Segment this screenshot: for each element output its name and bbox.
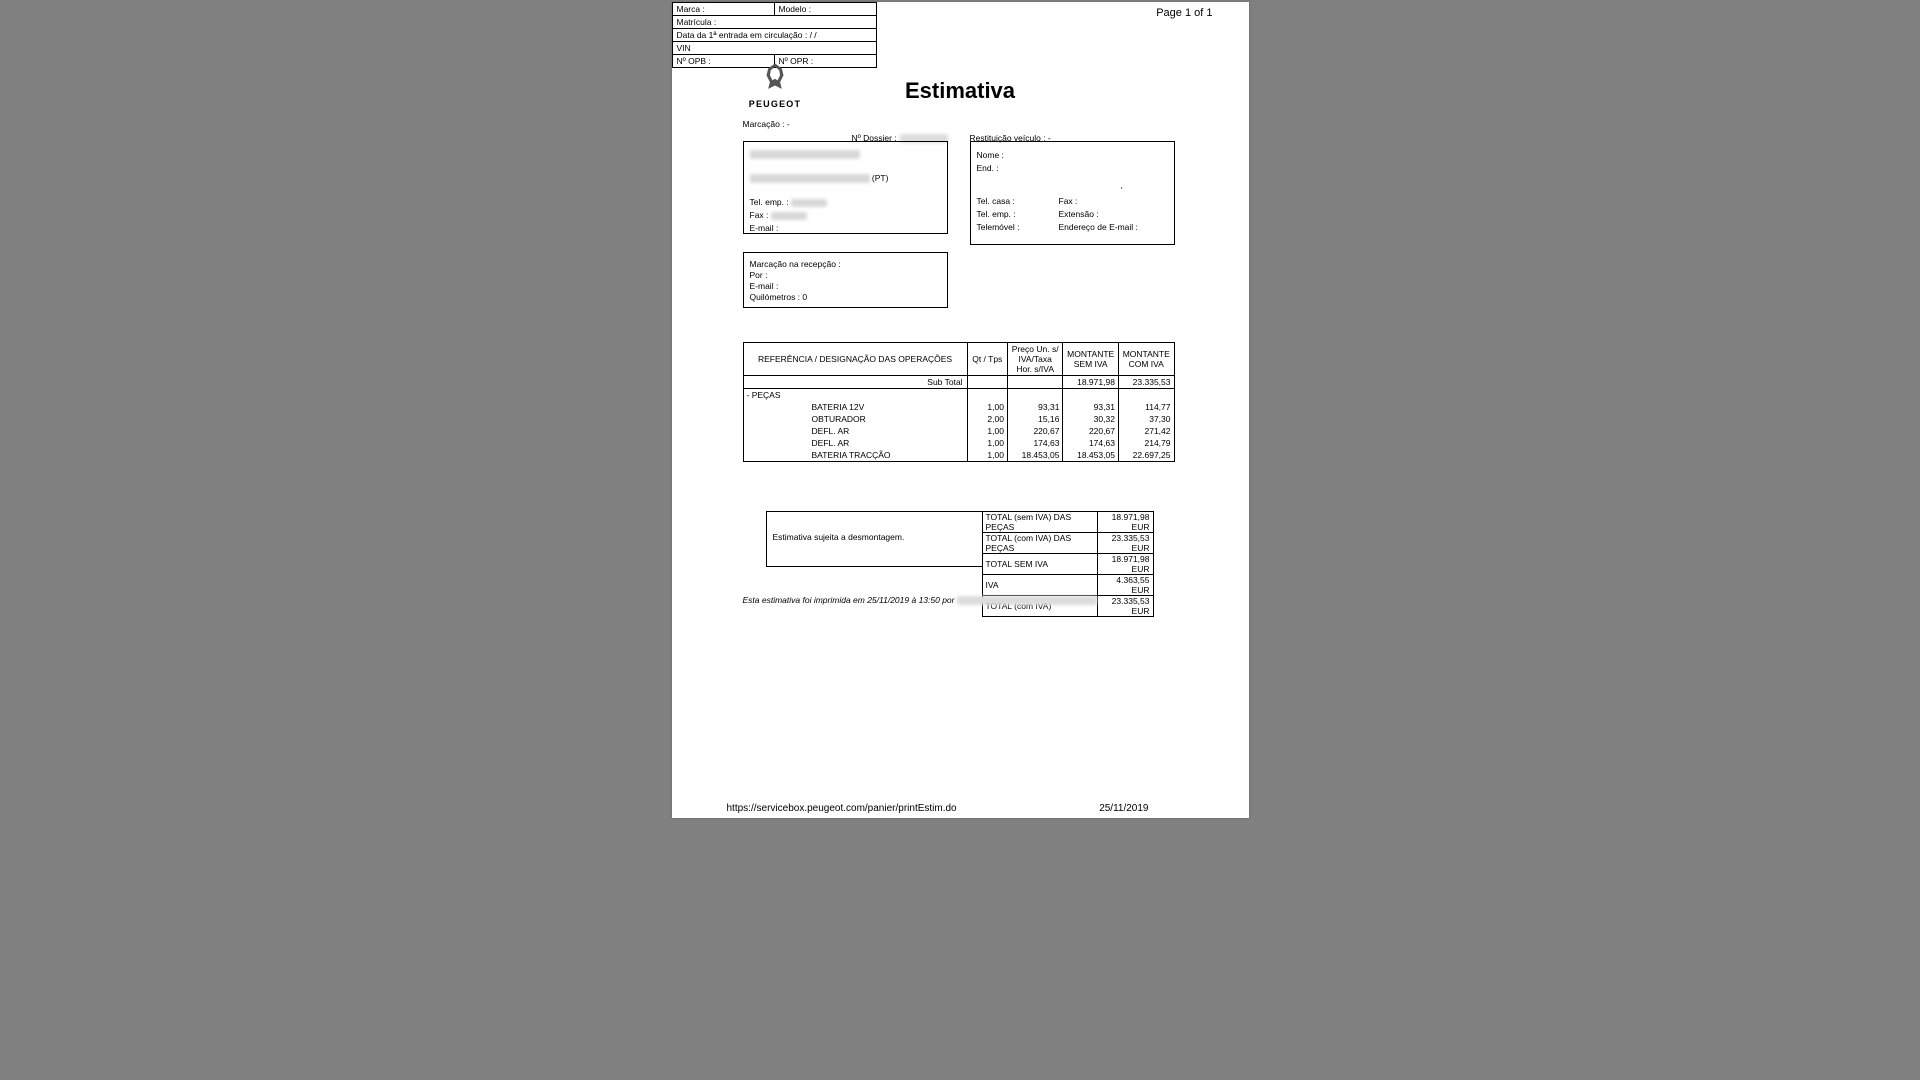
marca-label: Marca : [672,3,774,16]
item-m2: 214,79 [1118,437,1174,449]
col-qt: Qt / Tps [967,343,1007,376]
subtotal-m2: 23.335,53 [1118,376,1174,389]
page-number: Page 1 of 1 [1156,7,1212,19]
marcacao-label: Marcação : - [743,119,790,129]
matricula-label: Matrícula : [672,16,876,29]
item-m2: 37,30 [1118,413,1174,425]
tel-emp-label: Tel. emp. : [750,197,789,207]
item-m1: 30,32 [1063,413,1119,425]
vehicle-box: Marca :Modelo : Matrícula : Data da 1ª e… [672,2,877,68]
email3-label: E-mail : [750,281,941,291]
estimate-note: Estimativa sujeita a desmontagem. [766,511,982,567]
total-label: IVA [982,575,1097,596]
total-val: 18.971,98 EUR [1097,512,1153,533]
item-m1: 174,63 [1063,437,1119,449]
email-label: E-mail : [750,223,941,233]
item-pu: 220,67 [1007,425,1063,437]
total-label: TOTAL (com IVA) DAS PEÇAS [982,533,1097,554]
footer-url: https://servicebox.peugeot.com/panier/pr… [727,803,957,814]
modelo-label: Modelo : [774,3,876,16]
col-pu: Preço Un. s/ IVA/Taxa Hor. s/IVA [1007,343,1063,376]
fax-label: Fax : [750,210,769,220]
total-val: 18.971,98 EUR [1097,554,1153,575]
nome-label: Nome : [977,150,1168,160]
tel-casa-label: Tel. casa : [977,196,1059,206]
item-pu: 18.453,05 [1007,449,1063,462]
end-label: End. : [977,163,1168,173]
item-pu: 174,63 [1007,437,1063,449]
item-pu: 15,16 [1007,413,1063,425]
item-qt: 1,00 [967,425,1007,437]
item-name: DEFL. AR [743,437,967,449]
tel-emp2-label: Tel. emp. : [977,209,1059,219]
country-code: (PT) [872,173,889,183]
data1-label: Data da 1ª entrada em circulação : / / [672,29,876,42]
item-pu: 93,31 [1007,401,1063,413]
item-name: OBTURADOR [743,413,967,425]
item-m2: 271,42 [1118,425,1174,437]
total-label: TOTAL SEM IVA [982,554,1097,575]
printed-line: Esta estimativa foi imprimida em 25/11/2… [743,595,1098,605]
document-page: Page 1 of 1 PEUGEOT Estimativa Marcação … [672,2,1249,818]
section-pecas: - PEÇAS [743,389,967,402]
item-m1: 93,31 [1063,401,1119,413]
col-ref: REFERÊNCIA / DESIGNAÇÃO DAS OPERAÇÕES [743,343,967,376]
operations-table: REFERÊNCIA / DESIGNAÇÃO DAS OPERAÇÕES Qt… [743,342,1175,462]
item-qt: 1,00 [967,401,1007,413]
vin-label: VIN [672,42,876,55]
col-m2: MONTANTE COM IVA [1118,343,1174,376]
page-title: Estimativa [672,78,1249,104]
customer-box: Nome : End. : , Tel. casa :Fax : Tel. em… [970,141,1175,245]
item-name: BATERIA 12V [743,401,967,413]
subtotal-m1: 18.971,98 [1063,376,1119,389]
reception-box: Marcação na recepção : Por : E-mail : Qu… [743,252,948,308]
km-label: Quilómetros : 0 [750,292,941,302]
total-val: 4.363,55 EUR [1097,575,1153,596]
marcacao-recep-label: Marcação na recepção : [750,259,941,269]
total-label: TOTAL (sem IVA) DAS PEÇAS [982,512,1097,533]
fax2-label: Fax : [1059,196,1078,206]
item-qt: 1,00 [967,449,1007,462]
total-val: 23.335,53 EUR [1097,596,1153,617]
por-label: Por : [750,270,941,280]
company-box: (PT) Tel. emp. : Fax : E-mail : [743,141,948,234]
extensao-label: Extensão : [1059,209,1099,219]
footer-date: 25/11/2019 [1099,803,1148,814]
end-email-label: Endereço de E-mail : [1059,222,1138,232]
item-name: DEFL. AR [743,425,967,437]
item-qt: 1,00 [967,437,1007,449]
item-qt: 2,00 [967,413,1007,425]
item-m1: 220,67 [1063,425,1119,437]
subtotal-label: Sub Total [743,376,967,389]
item-m2: 114,77 [1118,401,1174,413]
col-m1: MONTANTE SEM IVA [1063,343,1119,376]
telemovel-label: Telemóvel : [977,222,1059,232]
item-m1: 18.453,05 [1063,449,1119,462]
item-m2: 22.697,25 [1118,449,1174,462]
item-name: BATERIA TRACÇÃO [743,449,967,462]
total-val: 23.335,53 EUR [1097,533,1153,554]
